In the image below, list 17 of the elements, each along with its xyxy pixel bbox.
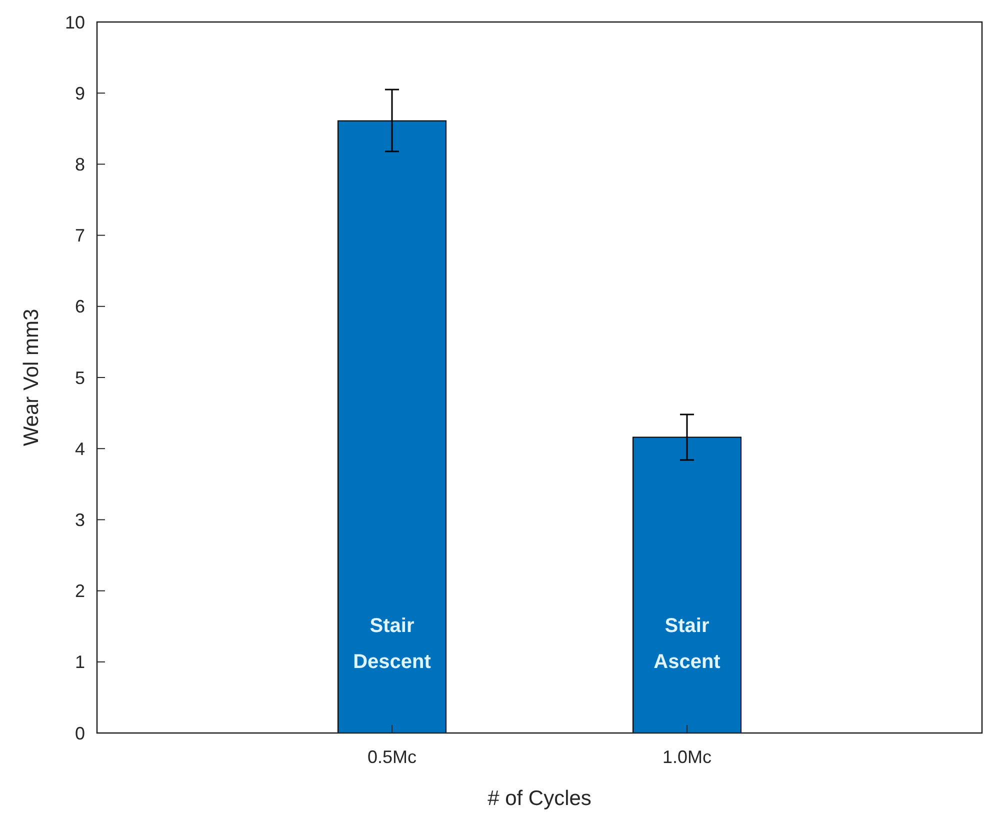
y-axis-title: Wear Vol mm3 [20, 308, 43, 446]
y-tick-label: 10 [64, 12, 85, 32]
x-tick-label: 0.5Mc [367, 747, 417, 767]
y-tick-label: 6 [74, 296, 85, 317]
y-tick-label: 1 [74, 652, 85, 672]
x-tick-label: 1.0Mc [662, 747, 712, 767]
y-tick-label: 2 [74, 581, 85, 602]
y-tick-label: 4 [74, 438, 85, 459]
annotation: Stair Descent [353, 615, 432, 673]
y-tick-label: 9 [74, 83, 85, 104]
y-tick-label: 7 [74, 226, 85, 246]
annotation: Stair Ascent [654, 615, 721, 673]
x-axis-title: # of Cycles [488, 787, 592, 810]
y-tick-label: 3 [74, 510, 85, 530]
y-tick-label: 0 [74, 723, 85, 744]
y-tick-label: 5 [74, 368, 85, 388]
y-tick-label: 8 [74, 154, 85, 174]
